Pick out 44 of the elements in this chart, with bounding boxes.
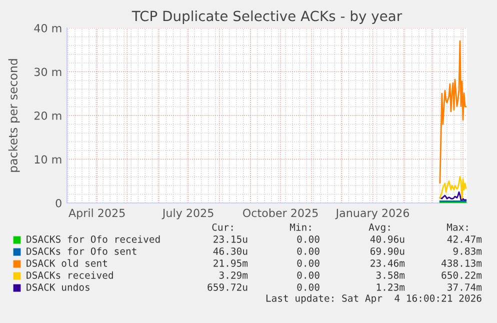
text: Min: <box>290 223 311 231</box>
y-tick-label: 10 m <box>34 155 62 164</box>
text: 3.29m <box>219 271 248 279</box>
chart-title: TCP Duplicate Selective ACKs - by year <box>132 10 402 24</box>
y-axis-title: packets per second <box>8 59 20 172</box>
text: 1.23m <box>376 283 405 291</box>
text: Last update: Sat Apr 4 16:00:21 2026 <box>266 294 482 304</box>
text: 0.00 <box>297 235 320 243</box>
legend-label: DSACK old sent <box>26 259 107 267</box>
text: 23.46m <box>370 259 405 267</box>
text: 650.22m <box>442 271 482 279</box>
text: 37.74m <box>448 283 482 291</box>
text: Max: <box>446 224 468 231</box>
line-series <box>439 176 467 200</box>
x-tick-label: January 2026 <box>335 208 410 220</box>
legend-label: DSACKs received <box>26 271 113 279</box>
y-tick-label: 0 <box>56 198 62 208</box>
text: Cur: <box>212 223 233 231</box>
text: 46.30u <box>213 247 248 255</box>
text: 0.00 <box>297 271 320 279</box>
x-tick-label: July 2025 <box>162 208 214 220</box>
y-tick-label: 40 m <box>34 24 62 32</box>
legend-label: DSACKS for Ofo received <box>26 235 160 243</box>
text: 3.58m <box>376 271 405 279</box>
x-tick-label: April 2025 <box>68 208 125 220</box>
y-tick-label: 30 m <box>34 68 62 76</box>
y-tick-label: 20 m <box>34 111 62 120</box>
text: 69.90u <box>370 247 404 255</box>
line-series <box>439 191 467 202</box>
text: 0.00 <box>297 259 320 267</box>
legend-label: DSACKs for Ofo sent <box>26 247 136 255</box>
text: 23.15u <box>214 235 248 243</box>
text: 0.00 <box>297 283 320 291</box>
text: 0.00 <box>297 247 320 255</box>
text: 9.83m <box>453 247 482 255</box>
line-series <box>439 40 467 184</box>
text: 42.47m <box>447 235 482 243</box>
x-tick-label: October 2025 <box>243 208 318 218</box>
text: 40.96u <box>370 235 404 243</box>
legend-label: DSACK undos <box>26 283 90 291</box>
text: Avg: <box>368 224 390 233</box>
text: 659.72u <box>208 283 248 291</box>
text: 21.95m <box>214 259 248 267</box>
text: 438.13m <box>442 259 482 267</box>
